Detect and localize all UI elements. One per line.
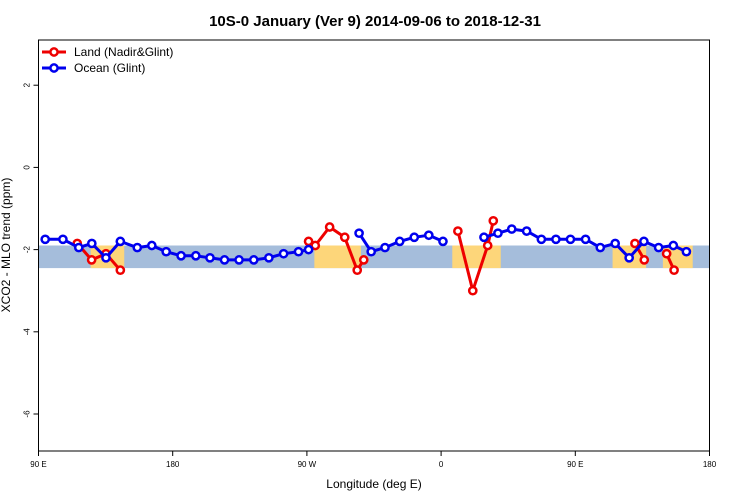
data-point: [248, 255, 259, 265]
data-point: [409, 232, 420, 243]
data-point: [580, 234, 591, 245]
data-point: [190, 250, 201, 261]
legend-label: Ocean (Glint): [74, 61, 145, 75]
data-point: [521, 226, 532, 236]
data-point: [132, 242, 143, 253]
x-tick-label: 180: [166, 460, 180, 469]
data-point: [293, 246, 304, 257]
plot-area: [38, 215, 710, 296]
series-ocean: [40, 224, 692, 265]
data-point: [488, 215, 499, 226]
y-tick-label: 2: [23, 82, 32, 87]
data-point: [58, 234, 68, 245]
data-point: [438, 236, 448, 247]
data-point: [669, 265, 679, 276]
x-axis-label: Longitude (deg E): [326, 477, 421, 491]
data-point: [661, 248, 672, 259]
ocean-band: [38, 245, 710, 269]
data-point: [536, 234, 547, 245]
data-point: [324, 222, 335, 232]
data-point: [493, 228, 503, 239]
data-point: [115, 265, 126, 276]
y-tick-label: -2: [23, 246, 32, 254]
x-tick-label: 90 W: [298, 460, 317, 469]
data-point: [668, 240, 679, 251]
data-point: [264, 252, 274, 263]
data-point: [86, 238, 97, 249]
data-point: [394, 236, 405, 247]
legend-label: Land (Nadir&Glint): [74, 45, 173, 59]
data-point: [479, 232, 489, 243]
data-point: [565, 234, 576, 245]
series-layer: [40, 215, 692, 296]
y-tick-label: -4: [23, 328, 32, 336]
land-region: [452, 245, 501, 269]
data-point: [380, 242, 390, 253]
data-point: [339, 232, 350, 243]
legend: Land (Nadir&Glint) Ocean (Glint): [42, 45, 173, 75]
data-point: [352, 265, 363, 276]
legend-item: Land (Nadir&Glint): [42, 45, 173, 59]
x-tick-label: 90 E: [567, 460, 583, 469]
data-point: [310, 240, 321, 251]
data-point: [366, 246, 377, 257]
data-point: [101, 252, 111, 263]
data-point: [176, 250, 186, 261]
data-point: [278, 248, 289, 259]
data-point: [482, 240, 493, 251]
data-point: [610, 238, 621, 249]
data-point: [423, 230, 434, 241]
data-point: [595, 242, 606, 253]
series-line: [456, 220, 495, 293]
series-line: [76, 242, 122, 272]
x-tick-label: 0: [439, 460, 444, 469]
legend-marker: [49, 47, 59, 57]
data-point: [219, 255, 230, 265]
data-point: [73, 242, 84, 253]
data-point: [146, 240, 157, 251]
chart-title: 10S-0 January (Ver 9) 2014-09-06 to 2018…: [209, 13, 541, 30]
data-point: [205, 252, 215, 263]
data-point: [506, 224, 517, 234]
data-point: [630, 238, 640, 249]
data-point: [86, 255, 97, 265]
plot-frame: [38, 39, 710, 452]
data-point: [40, 234, 51, 245]
data-point: [639, 236, 649, 247]
y-axis: 2 0 -2 -4 -6: [23, 82, 39, 418]
y-axis-label: XCO2 - MLO trend (ppm): [0, 178, 13, 313]
data-point: [161, 246, 172, 257]
x-axis: 90 E 180 90 W 0 90 E 180: [30, 451, 717, 469]
legend-item: Ocean (Glint): [42, 61, 145, 75]
x-tick-label: 90 E: [30, 460, 46, 469]
data-point: [639, 255, 650, 265]
data-point: [653, 242, 664, 253]
data-point: [467, 285, 478, 296]
y-tick-label: 0: [23, 165, 32, 170]
data-point: [234, 255, 244, 265]
legend-marker: [49, 63, 59, 73]
data-point: [303, 244, 314, 255]
data-point: [681, 246, 692, 257]
y-tick-label: -6: [23, 410, 32, 418]
data-point: [354, 228, 364, 239]
data-point: [358, 255, 369, 265]
data-point: [115, 236, 126, 247]
data-point: [551, 234, 561, 245]
data-point: [453, 226, 463, 236]
data-point: [624, 252, 635, 263]
x-tick-label: 180: [703, 460, 717, 469]
